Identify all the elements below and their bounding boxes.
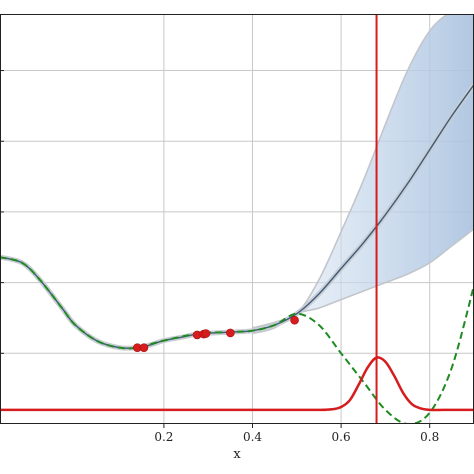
observation-point [139, 343, 149, 352]
plot-area [0, 14, 474, 424]
x-axis-label: x [233, 447, 241, 462]
x-tick-label: 0.8 [420, 430, 439, 444]
x-tick-label: 0.6 [332, 430, 351, 444]
x-axis-ticks: 0.2 0.4 0.6 0.8 [0, 70, 439, 444]
observation-point [290, 315, 299, 325]
observation-point [201, 329, 211, 338]
x-tick-label: 0.4 [243, 430, 262, 444]
confidence-band [252, 14, 474, 334]
red-series-line [0, 356, 474, 412]
observation-point [226, 328, 235, 338]
x-tick-label: 0.2 [154, 430, 173, 444]
